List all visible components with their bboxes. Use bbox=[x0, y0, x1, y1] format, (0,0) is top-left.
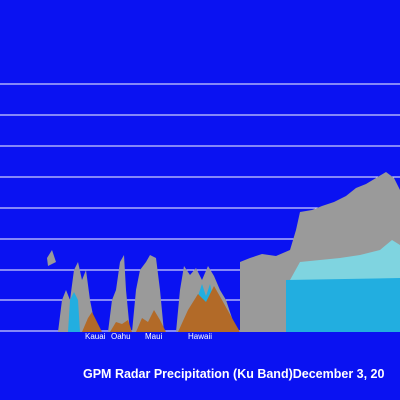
island-label: Maui bbox=[145, 332, 163, 341]
island-terrain bbox=[110, 320, 132, 332]
island-terrain bbox=[178, 286, 240, 332]
cloud bbox=[108, 255, 130, 332]
island-label: Kauai bbox=[85, 332, 106, 341]
island-label: Oahu bbox=[111, 332, 131, 341]
cloud bbox=[132, 255, 164, 332]
terrain bbox=[82, 286, 240, 332]
island-terrain bbox=[136, 310, 166, 332]
rain-light bbox=[290, 240, 400, 280]
island-terrain bbox=[82, 312, 102, 332]
rain bbox=[290, 240, 400, 280]
island-label: Hawaii bbox=[188, 332, 212, 341]
rain bbox=[286, 278, 400, 332]
cloud bbox=[47, 250, 56, 266]
rain bbox=[68, 292, 80, 332]
rain bbox=[68, 278, 400, 332]
title: GPM Radar Precipitation (Ku Band)Decembe… bbox=[83, 367, 385, 381]
cloud bbox=[58, 262, 98, 332]
